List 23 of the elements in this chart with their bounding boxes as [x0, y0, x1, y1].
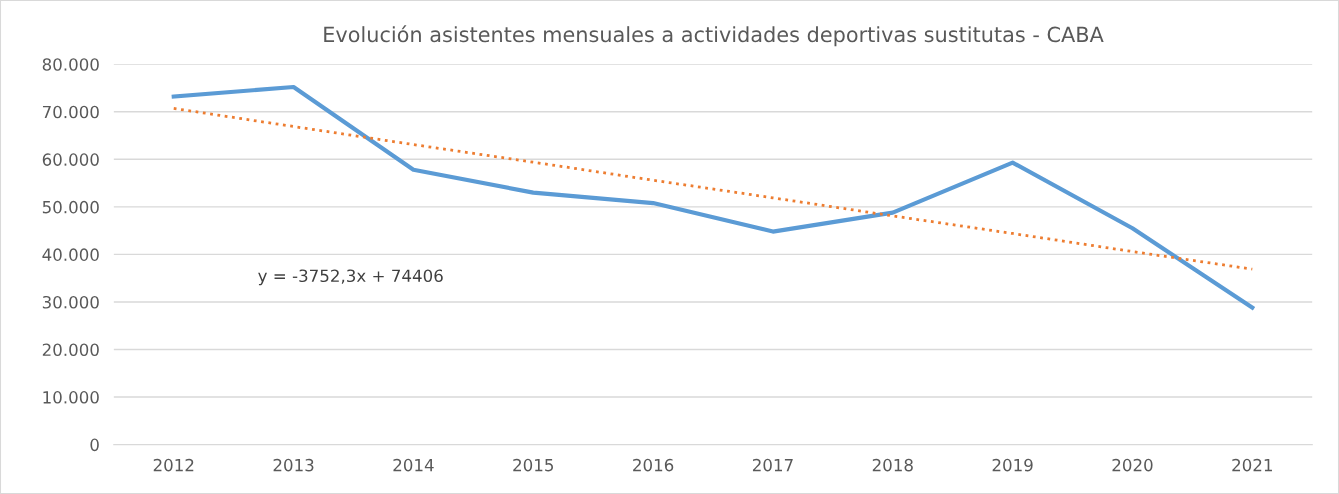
x-tick-label: 2020 [1112, 458, 1153, 472]
x-tick-label: 2015 [513, 458, 554, 472]
y-tick-label: 50.000 [42, 200, 99, 214]
y-tick-label: 60.000 [42, 153, 99, 166]
x-tick-label: 2012 [153, 458, 194, 472]
x-tick-label: 2014 [393, 458, 434, 472]
x-tick-label: 2019 [992, 458, 1033, 472]
x-tick-label: 2021 [1232, 458, 1272, 472]
y-tick-label: 30.000 [42, 295, 99, 309]
y-tick-label: 0 [90, 438, 99, 452]
annotation: y = -3752,3x + 74406 [258, 269, 443, 286]
y-tick-label: 20.000 [42, 343, 99, 357]
y-tick-label: 70.000 [42, 105, 99, 119]
y-tick-label: 10.000 [43, 391, 99, 404]
chart-title: Evolución asistentes mensuales a actividades deportivas sustitutas - CABA [324, 25, 1104, 47]
y-tick-label: 40.000 [42, 248, 99, 261]
x-tick-label: 2018 [872, 458, 913, 472]
x-tick-label: 2017 [752, 458, 793, 472]
line-series [171, 84, 1255, 310]
y-tick-label: 80.000 [42, 58, 99, 71]
x-tick-label: 2013 [273, 458, 314, 472]
x-tick-label: 2016 [633, 458, 674, 472]
line-series [172, 107, 1254, 271]
